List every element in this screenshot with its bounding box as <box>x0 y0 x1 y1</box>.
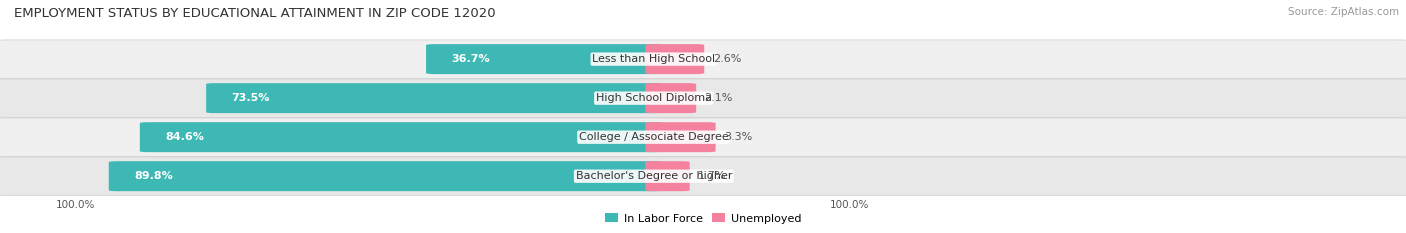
FancyBboxPatch shape <box>0 79 1406 117</box>
FancyBboxPatch shape <box>108 161 662 191</box>
Text: 1.7%: 1.7% <box>699 171 727 181</box>
FancyBboxPatch shape <box>426 44 662 74</box>
Text: 36.7%: 36.7% <box>451 54 489 64</box>
Legend: In Labor Force, Unemployed: In Labor Force, Unemployed <box>605 213 801 224</box>
FancyBboxPatch shape <box>207 83 662 113</box>
Text: 2.6%: 2.6% <box>713 54 741 64</box>
FancyBboxPatch shape <box>0 118 1406 156</box>
FancyBboxPatch shape <box>0 40 1406 78</box>
Text: Source: ZipAtlas.com: Source: ZipAtlas.com <box>1288 7 1399 17</box>
FancyBboxPatch shape <box>645 122 716 152</box>
Text: 100.0%: 100.0% <box>830 200 869 210</box>
FancyBboxPatch shape <box>139 122 662 152</box>
FancyBboxPatch shape <box>645 83 696 113</box>
Text: 2.1%: 2.1% <box>704 93 733 103</box>
Text: 84.6%: 84.6% <box>165 132 204 142</box>
Text: 89.8%: 89.8% <box>134 171 173 181</box>
Text: 3.3%: 3.3% <box>724 132 752 142</box>
FancyBboxPatch shape <box>0 157 1406 195</box>
Text: Less than High School: Less than High School <box>592 54 716 64</box>
FancyBboxPatch shape <box>645 44 704 74</box>
Text: College / Associate Degree: College / Associate Degree <box>579 132 728 142</box>
Text: Bachelor's Degree or higher: Bachelor's Degree or higher <box>575 171 733 181</box>
FancyBboxPatch shape <box>645 161 690 191</box>
Text: EMPLOYMENT STATUS BY EDUCATIONAL ATTAINMENT IN ZIP CODE 12020: EMPLOYMENT STATUS BY EDUCATIONAL ATTAINM… <box>14 7 496 20</box>
Text: 73.5%: 73.5% <box>232 93 270 103</box>
Text: High School Diploma: High School Diploma <box>596 93 711 103</box>
Text: 100.0%: 100.0% <box>56 200 96 210</box>
